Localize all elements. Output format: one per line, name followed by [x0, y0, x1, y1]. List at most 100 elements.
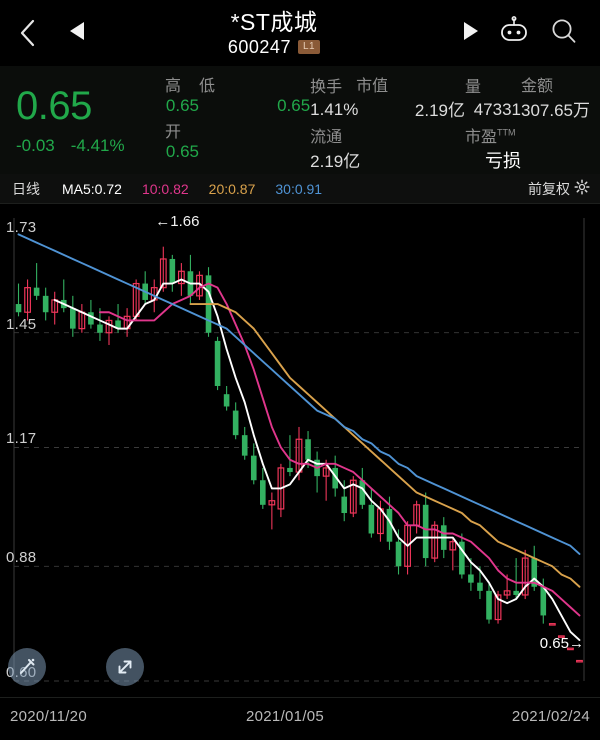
search-button[interactable] [542, 0, 586, 66]
candle [42, 287, 49, 321]
quote-label: 金额 [521, 78, 554, 95]
candle [521, 549, 529, 600]
app-header: *ST成城 600247 L1 [0, 0, 600, 66]
ma30-legend: 30:0.91 [275, 180, 323, 197]
candle [557, 635, 565, 638]
quote-row: 量 47331 [465, 72, 521, 121]
header-actions [492, 0, 600, 66]
stock-name: *ST成城 [230, 8, 318, 35]
ma20-legend: 20:0.87 [208, 180, 256, 197]
candle [567, 647, 574, 651]
quote-value: 2.19亿 [414, 101, 465, 120]
candle [368, 488, 375, 538]
x-axis: 2020/11/20 2021/01/05 2021/02/24 [0, 697, 600, 740]
price-change-percent: -4.41% [70, 135, 125, 155]
candle [88, 299, 94, 329]
triangle-left-icon [68, 20, 88, 47]
x-axis-label: 2021/01/05 [246, 708, 325, 725]
magic-wand-icon [16, 656, 38, 678]
adjust-mode-label: 前复权 [528, 180, 570, 197]
candle [277, 463, 285, 518]
quote-label: 换手 [310, 79, 343, 97]
last-price-annotation: 0.65→ [539, 634, 584, 652]
candle [413, 500, 421, 534]
candle [513, 558, 519, 600]
quote-value: 亏损 [485, 151, 521, 171]
price-change: -0.03 [16, 135, 55, 155]
quote-value: 1.41% [310, 99, 359, 119]
ttm-superscript: TTM [497, 127, 516, 138]
candle [24, 279, 31, 321]
fullscreen-button[interactable] [106, 648, 144, 686]
gear-icon [574, 179, 590, 198]
ma-line-ma20 [189, 303, 581, 588]
quote-row: 低 0.65 [199, 72, 310, 116]
last-price: 0.65 [16, 83, 92, 128]
high-price-annotation: ←1.66 [155, 212, 200, 230]
indicator-bar: 日线 MA5:0.72 10:0.82 20:0.87 30:0.91 前复权 [0, 174, 600, 204]
candle [232, 402, 239, 440]
candle [169, 254, 176, 292]
quote-row: 市盈TTM 亏损 [465, 123, 521, 173]
period-selector[interactable]: 日线 [12, 180, 40, 197]
quote-row: 金额 307.65万 [521, 72, 590, 121]
quote-label: 低 [199, 78, 216, 95]
candle [97, 308, 103, 341]
stock-title-block[interactable]: *ST成城 600247 L1 [100, 8, 448, 57]
ma-line-ma10 [99, 282, 581, 617]
candle [33, 263, 40, 300]
quote-label: 流通 [310, 129, 343, 146]
quote-value: 307.65万 [521, 101, 590, 120]
candle [78, 304, 86, 333]
drawing-tools-button[interactable] [8, 648, 46, 686]
candle [250, 443, 257, 485]
level-badge: L1 [297, 39, 321, 54]
candle [223, 385, 230, 411]
quote-row: 换手 1.41% [310, 72, 359, 121]
quote-row: 市值 2.19亿 [356, 72, 465, 121]
candlestick-chart[interactable]: 1.73 1.45 1.17 0.88 0.60 ←1.66 0.65→ [0, 204, 600, 697]
candle [70, 295, 76, 337]
robot-assistant-button[interactable] [492, 0, 536, 66]
candle [349, 476, 357, 518]
ma-line-ma5 [53, 278, 581, 641]
quote-value: 47331 [473, 99, 521, 119]
candle [404, 521, 411, 575]
adjust-mode-button[interactable]: 前复权 [528, 179, 590, 199]
candle [268, 492, 276, 530]
candle [468, 558, 474, 591]
next-stock-button[interactable] [448, 0, 492, 66]
quote-label: 开 [165, 124, 182, 141]
ma-line-ma30 [17, 233, 581, 555]
candle [548, 623, 556, 626]
previous-stock-button[interactable] [56, 0, 100, 66]
quote-label: 高 [165, 78, 182, 95]
candle [459, 533, 465, 579]
quote-label: 市值 [356, 78, 389, 95]
quote-column-turnover: 换手 1.41% 市值 2.19亿 流通 2.19亿 [310, 72, 465, 171]
y-axis-label: 0.88 [6, 549, 37, 567]
x-axis-label: 2020/11/20 [10, 708, 87, 725]
quote-panel: 0.65 -0.03 -4.41% 高 0.65 低 0.65 开 0.65 换手 1.… [0, 66, 600, 174]
chart-canvas[interactable] [0, 204, 600, 697]
candle [205, 267, 212, 337]
candle [431, 521, 439, 563]
quote-value: 2.19亿 [310, 152, 361, 171]
candle [314, 451, 320, 493]
quote-column-hlo: 高 0.65 低 0.65 开 0.65 [165, 72, 310, 168]
x-axis-label: 2021/02/24 [511, 708, 590, 725]
last-price-block: 0.65 -0.03 -4.41% [12, 72, 165, 168]
candle [142, 271, 148, 305]
triangle-right-icon [460, 20, 480, 47]
y-axis-label: 1.17 [6, 430, 37, 448]
candle [51, 291, 59, 325]
stock-code: 600247 [227, 36, 291, 57]
quote-row: 高 0.65 [165, 72, 199, 116]
back-button[interactable] [0, 0, 56, 66]
candle [449, 537, 457, 571]
quote-value: 0.65 [165, 96, 200, 115]
candle [486, 582, 492, 624]
candle [494, 590, 502, 624]
quote-label: 量 [465, 79, 482, 97]
candle [576, 659, 583, 663]
